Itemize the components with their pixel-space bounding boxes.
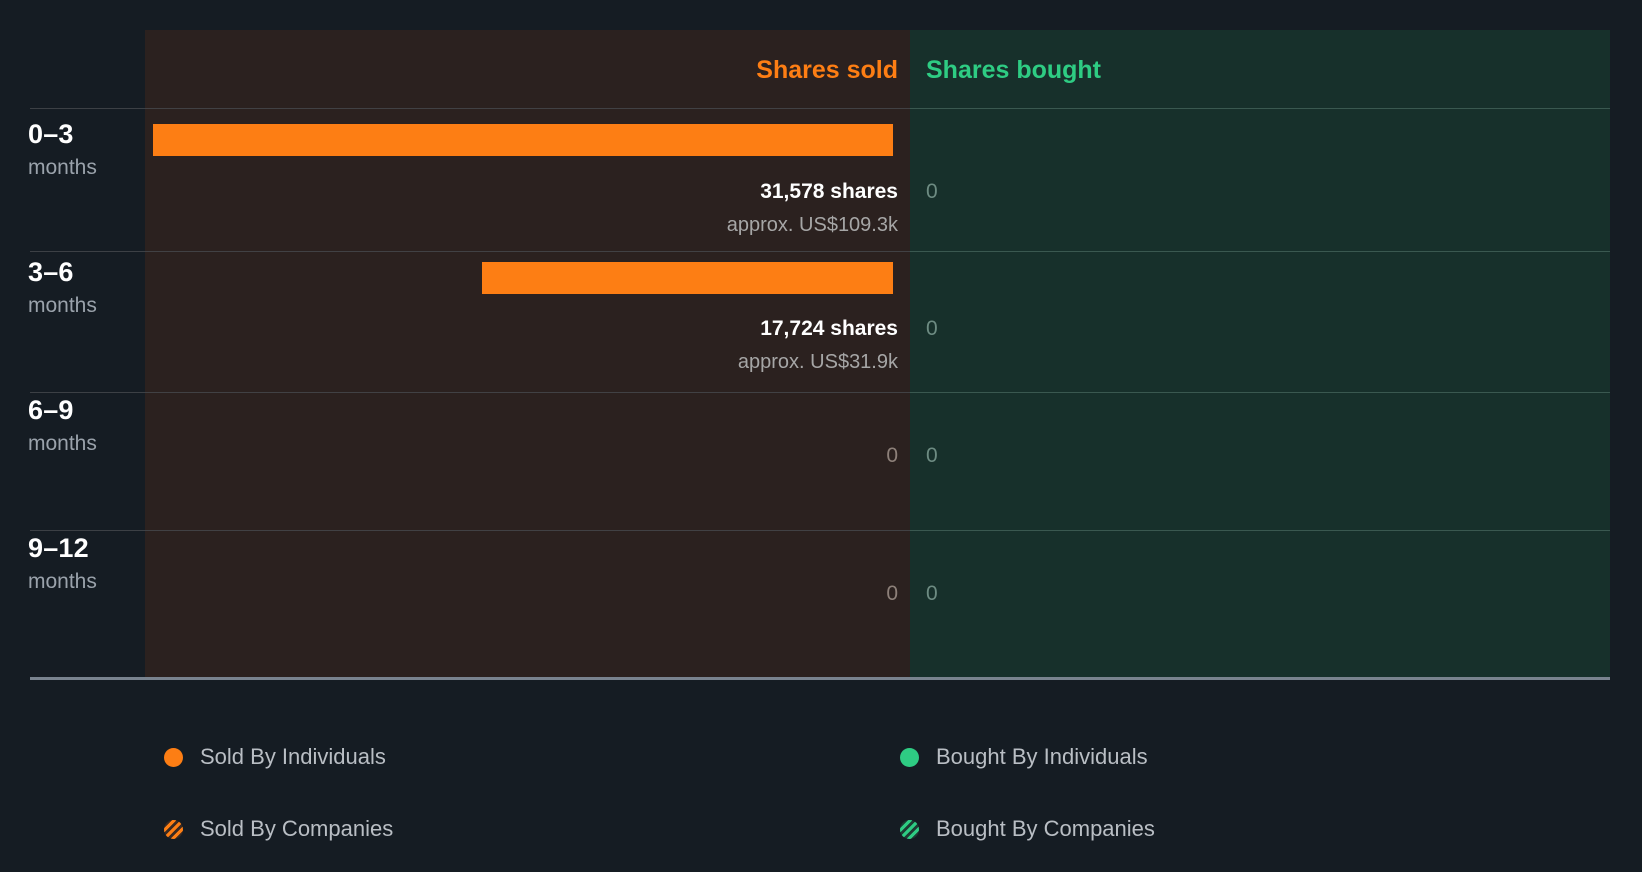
row-range: 9–12 xyxy=(28,533,89,563)
row-separator-green xyxy=(910,251,1610,252)
legend-label: Bought By Companies xyxy=(936,816,1155,841)
value-bought-9-12-months: 0 xyxy=(926,582,938,605)
row-label-6-9-months: 6–9 months xyxy=(28,394,97,459)
row-separator xyxy=(30,108,1610,109)
row-separator xyxy=(30,392,1610,393)
sold-shares-value: 0 xyxy=(886,444,898,467)
sold-shares-value: 0 xyxy=(886,582,898,605)
row-separator-green xyxy=(910,530,1610,531)
axis-baseline xyxy=(30,677,1610,680)
row-label-9-12-months: 9–12 months xyxy=(28,532,97,597)
row-range: 0–3 xyxy=(28,119,74,149)
value-bought-3-6-months: 0 xyxy=(926,317,938,340)
row-label-3-6-months: 3–6 months xyxy=(28,256,97,321)
legend-marker-circle-icon xyxy=(164,747,183,767)
row-unit: months xyxy=(28,570,97,593)
bar-sold-3-6-months[interactable] xyxy=(482,262,893,294)
column-header-shares-bought: Shares bought xyxy=(926,56,1102,84)
legend-marker-circle-icon xyxy=(900,747,919,767)
column-header-shares-sold: Shares sold xyxy=(756,56,898,84)
legend-label: Sold By Individuals xyxy=(200,744,386,769)
sold-shares-value: 31,578 shares xyxy=(760,180,898,203)
legend-item-sold-by-companies[interactable]: Sold By Companies xyxy=(164,816,393,842)
row-range: 3–6 xyxy=(28,257,74,287)
sold-approx-value: approx. US$31.9k xyxy=(737,351,898,373)
legend-label: Bought By Individuals xyxy=(936,744,1148,769)
row-separator-green xyxy=(910,392,1610,393)
value-sold-6-9-months: 0 xyxy=(0,443,898,469)
value-bought-0-3-months: 0 xyxy=(926,180,938,203)
shares-bought-panel xyxy=(910,30,1610,677)
row-unit: months xyxy=(28,432,97,455)
bar-sold-0-3-months[interactable] xyxy=(153,124,893,156)
row-separator xyxy=(30,530,1610,531)
legend-marker-striped-circle-icon xyxy=(900,819,919,839)
sold-shares-value: 17,724 shares xyxy=(760,317,898,340)
row-label-0-3-months: 0–3 months xyxy=(28,118,97,183)
legend-label: Sold By Companies xyxy=(200,816,394,841)
value-sold-9-12-months: 0 xyxy=(0,581,898,607)
row-range: 6–9 xyxy=(28,395,74,425)
legend-marker-striped-circle-icon xyxy=(164,819,183,839)
value-sold-0-3-months: 31,578 shares approx. US$109.3k xyxy=(0,179,898,238)
value-sold-3-6-months: 17,724 shares approx. US$31.9k xyxy=(0,316,898,375)
legend-item-bought-by-individuals[interactable]: Bought By Individuals xyxy=(900,744,1148,770)
row-separator xyxy=(30,251,1610,252)
row-unit: months xyxy=(28,156,97,179)
legend-item-sold-by-individuals[interactable]: Sold By Individuals xyxy=(164,744,386,770)
value-bought-6-9-months: 0 xyxy=(926,444,938,467)
sold-approx-value: approx. US$109.3k xyxy=(726,214,898,236)
legend-item-bought-by-companies[interactable]: Bought By Companies xyxy=(900,816,1155,842)
row-unit: months xyxy=(28,294,97,317)
row-separator-green xyxy=(910,108,1610,109)
